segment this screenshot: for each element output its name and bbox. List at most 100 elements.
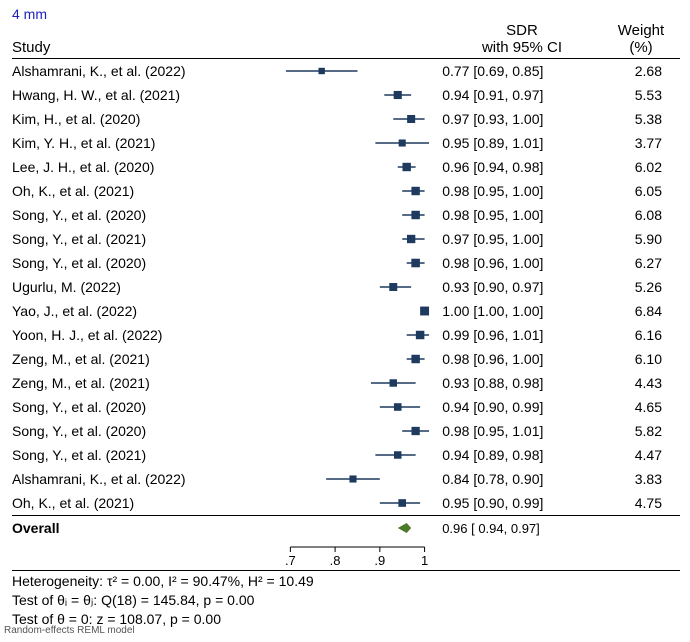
overall-row: Overall 0.96 [ 0.94, 0.97] xyxy=(12,516,680,541)
forest-marker xyxy=(268,419,438,443)
weight-text: 4.43 xyxy=(600,371,680,395)
table-row: Oh, K., et al. (2021) 0.95 [0.90, 0.99]4… xyxy=(12,491,680,516)
ci-text: 1.00 [1.00, 1.00] xyxy=(438,299,599,323)
heterogeneity-text: Heterogeneity: τ² = 0.00, I² = 90.47%, H… xyxy=(12,572,680,591)
ci-text: 0.95 [0.89, 1.01] xyxy=(438,131,599,155)
weight-text: 3.77 xyxy=(600,131,680,155)
ci-text: 0.94 [0.89, 0.98] xyxy=(438,443,599,467)
table-row: Yao, J., et al. (2022) 1.00 [1.00, 1.00]… xyxy=(12,299,680,323)
weight-text: 4.75 xyxy=(600,491,680,516)
study-label: Song, Y., et al. (2021) xyxy=(12,227,268,251)
forest-marker xyxy=(268,299,438,323)
table-row: Song, Y., et al. (2021) 0.97 [0.95, 1.00… xyxy=(12,227,680,251)
ci-text: 0.93 [0.90, 0.97] xyxy=(438,275,599,299)
x-axis: .7.8.91 xyxy=(268,540,438,571)
table-row: Alshamrani, K., et al. (2022) 0.84 [0.78… xyxy=(12,467,680,491)
study-label: Oh, K., et al. (2021) xyxy=(12,491,268,516)
column-headers: Study SDR with 95% CI Weight (%) xyxy=(12,23,680,59)
table-row: Alshamrani, K., et al. (2022) 0.77 [0.69… xyxy=(12,59,680,83)
svg-text:.8: .8 xyxy=(330,553,341,568)
study-label: Zeng, M., et al. (2021) xyxy=(12,347,268,371)
weight-text: 5.82 xyxy=(600,419,680,443)
ci-text: 0.95 [0.90, 0.99] xyxy=(438,491,599,516)
study-label: Ugurlu, M. (2022) xyxy=(12,275,268,299)
weight-text: 5.38 xyxy=(600,107,680,131)
table-row: Yoon, H. J., et al. (2022) 0.99 [0.96, 1… xyxy=(12,323,680,347)
weight-text: 6.08 xyxy=(600,203,680,227)
overall-ci: 0.96 [ 0.94, 0.97] xyxy=(438,516,599,541)
weight-text: 2.68 xyxy=(600,59,680,83)
forest-marker xyxy=(268,323,438,347)
ci-text: 0.97 [0.93, 1.00] xyxy=(438,107,599,131)
weight-text: 6.02 xyxy=(600,155,680,179)
study-label: Song, Y., et al. (2020) xyxy=(12,203,268,227)
header-wt-line2: (%) xyxy=(602,40,680,57)
ci-text: 0.94 [0.90, 0.99] xyxy=(438,395,599,419)
study-label: Oh, K., et al. (2021) xyxy=(12,179,268,203)
study-label: Kim, H., et al. (2020) xyxy=(12,107,268,131)
table-row: Song, Y., et al. (2020) 0.98 [0.95, 1.00… xyxy=(12,203,680,227)
table-row: Song, Y., et al. (2020) 0.98 [0.95, 1.01… xyxy=(12,419,680,443)
header-ci-line1: SDR xyxy=(442,23,602,40)
forest-marker xyxy=(268,83,438,107)
study-label: Song, Y., et al. (2020) xyxy=(12,419,268,443)
forest-marker xyxy=(268,371,438,395)
ci-text: 0.77 [0.69, 0.85] xyxy=(438,59,599,83)
forest-marker xyxy=(268,443,438,467)
table-row: Ugurlu, M. (2022) 0.93 [0.90, 0.97]5.26 xyxy=(12,275,680,299)
weight-text: 6.27 xyxy=(600,251,680,275)
group-label: 4 mm xyxy=(12,6,680,22)
forest-marker xyxy=(268,491,438,516)
svg-text:.9: .9 xyxy=(375,553,386,568)
study-label: Song, Y., et al. (2020) xyxy=(12,251,268,275)
header-study: Study xyxy=(12,39,312,56)
forest-marker xyxy=(268,179,438,203)
weight-text: 6.84 xyxy=(600,299,680,323)
header-wt-line1: Weight xyxy=(602,23,680,40)
forest-marker xyxy=(268,155,438,179)
model-note: Random-effects REML model xyxy=(4,625,135,636)
q-test-text: Test of θᵢ = θⱼ: Q(18) = 145.84, p = 0.0… xyxy=(12,591,680,610)
study-label: Hwang, H. W., et al. (2021) xyxy=(12,83,268,107)
header-weight: Weight (%) xyxy=(602,23,680,56)
weight-text: 5.26 xyxy=(600,275,680,299)
ci-text: 0.98 [0.96, 1.00] xyxy=(438,251,599,275)
overall-diamond xyxy=(268,516,438,541)
ci-text: 0.84 [0.78, 0.90] xyxy=(438,467,599,491)
table-row: Hwang, H. W., et al. (2021) 0.94 [0.91, … xyxy=(12,83,680,107)
study-label: Alshamrani, K., et al. (2022) xyxy=(12,59,268,83)
forest-marker xyxy=(268,107,438,131)
forest-marker xyxy=(268,395,438,419)
table-row: Song, Y., et al. (2020) 0.94 [0.90, 0.99… xyxy=(12,395,680,419)
study-label: Alshamrani, K., et al. (2022) xyxy=(12,467,268,491)
forest-marker xyxy=(268,59,438,83)
table-row: Kim, Y. H., et al. (2021) 0.95 [0.89, 1.… xyxy=(12,131,680,155)
overall-label: Overall xyxy=(12,516,268,541)
weight-text: 5.90 xyxy=(600,227,680,251)
ci-text: 0.94 [0.91, 0.97] xyxy=(438,83,599,107)
study-label: Song, Y., et al. (2020) xyxy=(12,395,268,419)
ci-text: 0.93 [0.88, 0.98] xyxy=(438,371,599,395)
weight-text: 6.10 xyxy=(600,347,680,371)
forest-marker xyxy=(268,203,438,227)
table-row: Lee, J. H., et al. (2020) 0.96 [0.94, 0.… xyxy=(12,155,680,179)
table-row: Zeng, M., et al. (2021) 0.98 [0.96, 1.00… xyxy=(12,347,680,371)
header-ci-line2: with 95% CI xyxy=(442,40,602,57)
weight-text: 5.53 xyxy=(600,83,680,107)
weight-text: 6.16 xyxy=(600,323,680,347)
table-row: Oh, K., et al. (2021) 0.98 [0.95, 1.00]6… xyxy=(12,179,680,203)
weight-text: 4.47 xyxy=(600,443,680,467)
axis-row: .7.8.91 xyxy=(12,540,680,571)
forest-marker xyxy=(268,347,438,371)
study-label: Kim, Y. H., et al. (2021) xyxy=(12,131,268,155)
ci-text: 0.98 [0.95, 1.00] xyxy=(438,179,599,203)
study-label: Yao, J., et al. (2022) xyxy=(12,299,268,323)
ci-text: 0.98 [0.96, 1.00] xyxy=(438,347,599,371)
table-row: Kim, H., et al. (2020) 0.97 [0.93, 1.00]… xyxy=(12,107,680,131)
study-label: Song, Y., et al. (2021) xyxy=(12,443,268,467)
svg-text:1: 1 xyxy=(421,553,428,568)
forest-marker xyxy=(268,275,438,299)
study-label: Yoon, H. J., et al. (2022) xyxy=(12,323,268,347)
forest-marker xyxy=(268,227,438,251)
ci-text: 0.97 [0.95, 1.00] xyxy=(438,227,599,251)
